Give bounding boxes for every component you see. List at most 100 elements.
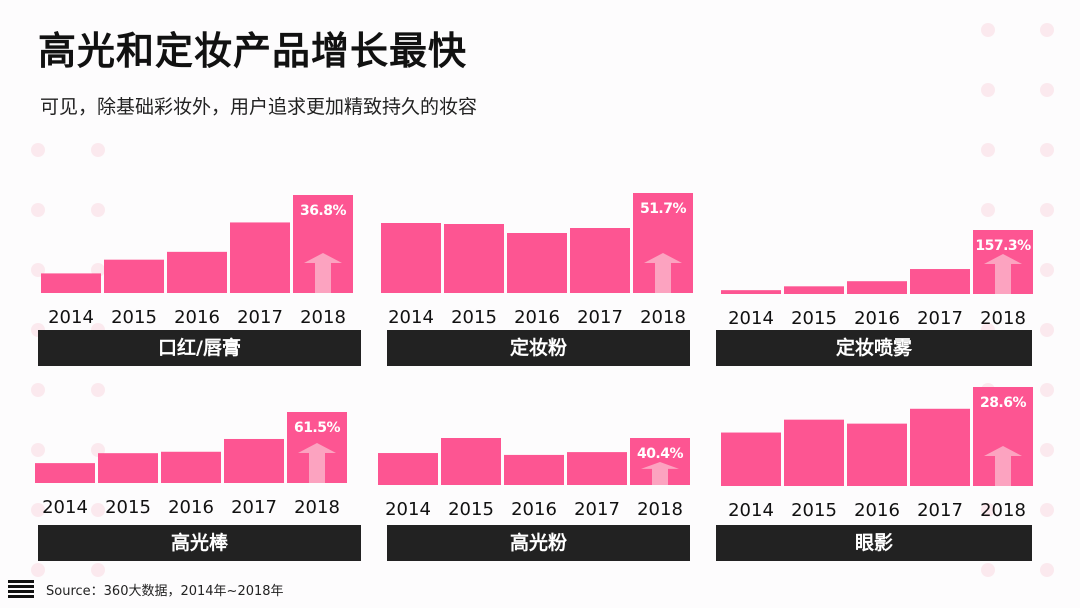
bar-2014 [721, 290, 781, 294]
growth-rate-label: 36.8% [300, 203, 347, 219]
bar-2016 [847, 423, 907, 486]
x-tick-label: 2015 [105, 497, 151, 518]
background-dot [31, 563, 45, 577]
growth-rate-label: 51.7% [640, 201, 687, 217]
x-tick-label: 2018 [300, 307, 346, 328]
background-dot [981, 83, 995, 97]
bar-chart-highlighter-powder: 2014 2015 2016 2017 2018 40.4% [378, 438, 690, 520]
growth-arrow-icon [298, 443, 336, 483]
background-dot [981, 143, 995, 157]
chart-category-label: 口红/唇膏 [38, 330, 361, 366]
x-tick-label: 2017 [231, 497, 277, 518]
chart-category-label: 高光粉 [387, 525, 690, 561]
growth-arrow-icon [304, 253, 342, 293]
background-dot [1040, 143, 1054, 157]
chart-panel-setting-spray: 2014 2015 2016 2017 2018 157.3% 定妆喷雾 [716, 180, 1036, 366]
bar-2015 [441, 438, 501, 485]
x-tick-label: 2016 [174, 307, 220, 328]
background-dot [981, 503, 995, 517]
x-tick-label: 2014 [42, 497, 88, 518]
x-tick-label: 2018 [980, 500, 1026, 521]
background-dot [981, 23, 995, 37]
background-dot [981, 203, 995, 217]
bar-2017 [230, 222, 290, 293]
background-dot [1040, 503, 1054, 517]
growth-arrow-icon [984, 446, 1022, 486]
chart-panel-highlighter-powder: 2014 2015 2016 2017 2018 40.4% 高光粉 [376, 370, 694, 561]
bar-2014 [378, 453, 438, 485]
background-dot [1040, 23, 1054, 37]
growth-arrow-icon [644, 253, 682, 293]
growth-rate-label: 28.6% [980, 395, 1027, 411]
background-dot [1040, 443, 1054, 457]
growth-rate-label: 61.5% [294, 420, 341, 436]
bar-2017 [567, 452, 627, 485]
background-dot [1040, 203, 1054, 217]
page-title: 高光和定妆产品增长最快 [38, 29, 468, 73]
background-dot [31, 143, 45, 157]
growth-rate-label: 40.4% [637, 446, 684, 462]
bar-2014 [721, 432, 781, 486]
bar-2017 [570, 228, 630, 293]
x-tick-label: 2015 [451, 307, 497, 328]
background-dot [981, 563, 995, 577]
background-dot [31, 503, 45, 517]
bar-2016 [161, 451, 221, 483]
page-subtitle: 可见，除基础彩妆外，用户追求更加精致持久的妆容 [40, 96, 478, 118]
bar-2016 [507, 233, 567, 293]
x-tick-label: 2014 [385, 499, 431, 520]
growth-rate-label: 157.3% [975, 238, 1031, 254]
bar-2016 [504, 454, 564, 485]
x-tick-label: 2014 [728, 500, 774, 521]
growth-arrow-icon [641, 462, 679, 485]
chart-category-label: 定妆喷雾 [716, 330, 1032, 366]
chart-panel-eyeshadow: 2014 2015 2016 2017 2018 28.6% 眼影 [716, 370, 1036, 561]
bar-2017 [910, 269, 970, 294]
x-tick-label: 2015 [791, 500, 837, 521]
bar-chart-setting-powder: 2014 2015 2016 2017 2018 51.7% [381, 193, 693, 328]
background-dot [1040, 563, 1054, 577]
bar-chart-highlighter-stick: 2014 2015 2016 2017 2018 61.5% [35, 412, 347, 518]
bar-chart-eyeshadow: 2014 2015 2016 2017 2018 28.6% [721, 387, 1033, 521]
bar-2015 [104, 259, 164, 293]
x-tick-label: 2018 [637, 499, 683, 520]
menu-lines-icon [8, 580, 34, 598]
background-dot [91, 563, 105, 577]
bar-chart-lipstick: 2014 2015 2016 2017 2018 36.8% [41, 195, 353, 328]
source-text: Source：360大数据，2014年~2018年 [46, 583, 284, 599]
background-dot [91, 203, 105, 217]
x-tick-label: 2018 [980, 308, 1026, 329]
bar-2015 [98, 453, 158, 483]
bar-2017 [910, 408, 970, 486]
bar-2016 [847, 281, 907, 294]
bar-2014 [41, 273, 101, 293]
x-tick-label: 2016 [854, 500, 900, 521]
x-tick-label: 2018 [294, 497, 340, 518]
bar-2017 [224, 438, 284, 483]
background-dot [31, 443, 45, 457]
x-tick-label: 2014 [728, 308, 774, 329]
x-tick-label: 2015 [448, 499, 494, 520]
x-tick-label: 2015 [111, 307, 157, 328]
background-dot [1040, 323, 1054, 337]
bar-2015 [444, 224, 504, 293]
chart-category-label: 高光棒 [38, 525, 361, 561]
growth-arrow-icon [984, 254, 1022, 294]
chart-category-label: 定妆粉 [387, 330, 690, 366]
bar-2015 [784, 286, 844, 294]
chart-panel-highlighter-stick: 2014 2015 2016 2017 2018 61.5% 高光棒 [33, 370, 363, 561]
x-tick-label: 2016 [514, 307, 560, 328]
background-dot [1040, 83, 1054, 97]
bar-2015 [784, 419, 844, 486]
x-tick-label: 2016 [168, 497, 214, 518]
x-tick-label: 2017 [574, 499, 620, 520]
background-dot [1040, 263, 1054, 277]
background-dot [91, 503, 105, 517]
chart-category-label: 眼影 [716, 525, 1032, 561]
bar-chart-setting-spray: 2014 2015 2016 2017 2018 157.3% [721, 230, 1033, 329]
x-tick-label: 2014 [48, 307, 94, 328]
chart-panel-lipstick: 2014 2015 2016 2017 2018 36.8% 口红/唇膏 [38, 180, 362, 366]
bar-2014 [35, 463, 95, 483]
x-tick-label: 2015 [791, 308, 837, 329]
background-dot [31, 203, 45, 217]
